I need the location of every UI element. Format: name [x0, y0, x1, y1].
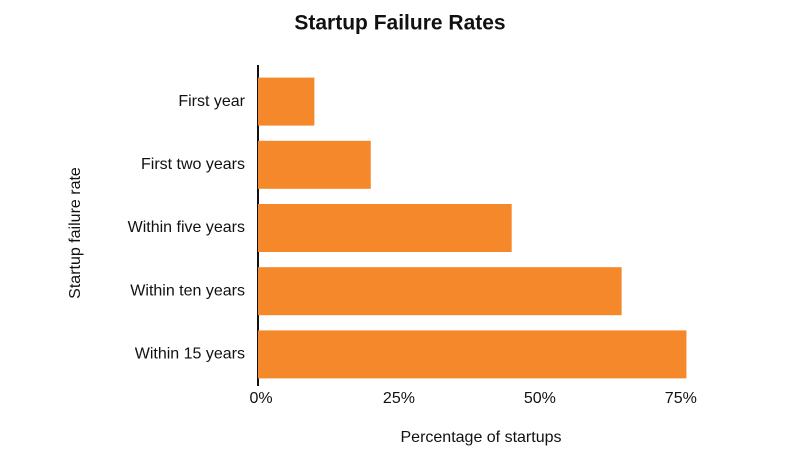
x-tick-label: 50% [524, 390, 556, 407]
y-axis-label: Startup failure rate [67, 167, 84, 299]
x-tick-label: 75% [665, 390, 697, 407]
bar [258, 267, 622, 316]
bar [258, 204, 512, 252]
x-tick-label: 0% [249, 390, 272, 407]
bar [258, 77, 315, 126]
x-tick-label: 25% [383, 390, 415, 407]
y-tick-label: Within ten years [130, 282, 245, 299]
chart-title: Startup Failure Rates [294, 12, 505, 35]
y-tick-label: First year [178, 93, 245, 110]
y-tick-label: Within five years [128, 219, 245, 236]
x-axis-label: Percentage of startups [401, 429, 562, 446]
y-tick-label: Within 15 years [135, 346, 245, 363]
y-tick-label: First two years [141, 156, 245, 173]
bar [258, 330, 687, 379]
bar [258, 140, 371, 189]
